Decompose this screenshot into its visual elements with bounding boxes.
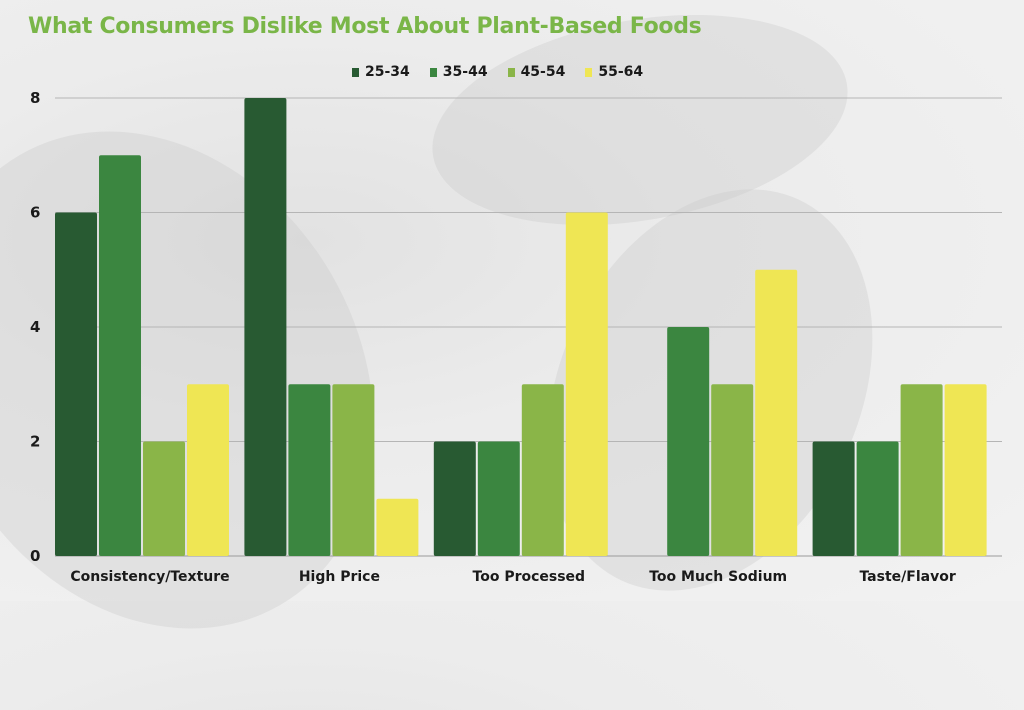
chart-title: What Consumers Dislike Most About Plant-… xyxy=(28,14,702,39)
bar-45-54-taste-flavor xyxy=(900,384,943,556)
legend-item-55-64: 55-64 xyxy=(585,64,643,80)
legend-item-35-44: 35-44 xyxy=(429,64,488,80)
bar-45-54-consistency-texture xyxy=(143,441,185,556)
x-tick-label: High Price xyxy=(299,569,380,585)
y-tick-label: 6 xyxy=(30,204,40,222)
legend-item-25-34: 25-34 xyxy=(352,64,410,80)
chart-legend: 25-34 35-44 45-54 55-64 xyxy=(352,64,643,80)
legend-swatch xyxy=(507,67,515,77)
legend-swatch xyxy=(585,67,593,77)
bar-45-54-high-price xyxy=(332,384,375,556)
x-tick-label: Consistency/Texture xyxy=(70,569,229,585)
y-tick-label: 4 xyxy=(30,318,40,336)
bar-45-54-too-processed xyxy=(521,384,564,556)
bar-45-54-too-much-sodium xyxy=(711,384,754,556)
bar-35-44-taste-flavor xyxy=(856,441,899,556)
y-tick-label: 0 xyxy=(30,547,40,565)
bar-25-34-too-processed xyxy=(433,441,476,556)
bar-35-44-too-processed xyxy=(477,441,520,556)
legend-label: 55-64 xyxy=(598,64,644,80)
legend-label: 45-54 xyxy=(520,64,566,80)
x-tick-label: Too Much Sodium xyxy=(649,569,787,585)
bar-25-34-consistency-texture xyxy=(55,212,97,556)
bar-55-64-consistency-texture xyxy=(187,384,229,556)
bar-35-44-too-much-sodium xyxy=(667,327,710,556)
bar-55-64-taste-flavor xyxy=(944,384,987,556)
legend-label: 25-34 xyxy=(365,64,410,80)
bar-25-34-high-price xyxy=(244,98,287,556)
bar-55-64-too-processed xyxy=(565,212,608,556)
bar-chart: 0 2 4 6 8 Consistency/Texture High Price Too Pr… xyxy=(30,89,1002,585)
y-tick-label: 8 xyxy=(30,89,40,107)
bar-35-44-consistency-texture xyxy=(99,155,141,556)
y-tick-label: 2 xyxy=(30,433,40,451)
bar-25-34-taste-flavor xyxy=(812,441,855,556)
x-tick-label: Taste/Flavor xyxy=(859,569,955,585)
legend-swatch xyxy=(429,67,437,77)
x-tick-label: Too Processed xyxy=(473,569,586,585)
bar-55-64-too-much-sodium xyxy=(755,269,798,556)
bar-55-64-high-price xyxy=(376,498,419,556)
legend-item-45-54: 45-54 xyxy=(507,64,566,80)
bar-35-44-high-price xyxy=(288,384,331,556)
legend-label: 35-44 xyxy=(442,64,488,80)
legend-swatch xyxy=(352,67,359,77)
